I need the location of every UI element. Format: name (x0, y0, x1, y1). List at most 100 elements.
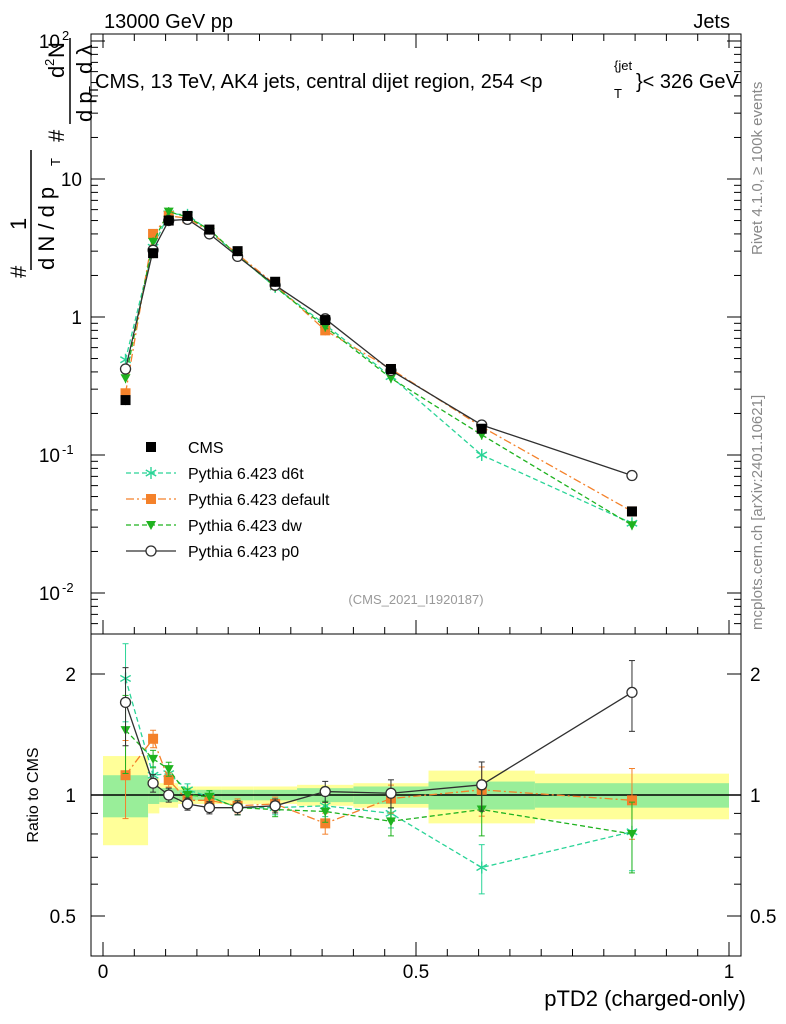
legend-marker (146, 442, 156, 452)
ratio-line (124, 678, 633, 869)
ratio-point (182, 791, 193, 800)
legend-label: CMS (188, 440, 224, 457)
y-axis-label-main: # 1 d N / d p T # d 2 N d p T d λ (6, 38, 101, 278)
ratio-point (626, 795, 637, 806)
x-axis-label: pTD2 (charged-only) (544, 986, 746, 1011)
plot-title-sub: T (614, 86, 622, 101)
ratio-point (120, 770, 131, 781)
y-tick-label-ratio-right: 2 (750, 665, 761, 686)
y-tick-label-main: 1 (71, 308, 82, 329)
process-label: Jets (693, 11, 730, 33)
y-axis-label-ratio: Ratio to CMS (25, 747, 42, 842)
y-label-den: d N / d p (34, 187, 59, 270)
y-label-one: 1 (6, 218, 31, 230)
ratio-point (385, 787, 397, 799)
data-point (476, 423, 487, 434)
y-label2-den1: d p (72, 91, 97, 122)
legend-item: Pythia 6.423 p0 (126, 544, 299, 561)
legend-marker (146, 521, 156, 530)
ratio-point (163, 765, 174, 775)
x-tick-label: 0.5 (403, 962, 429, 983)
ratio-point (181, 798, 194, 810)
data-point (120, 395, 131, 406)
plot-title: CMS, 13 TeV, AK4 jets, central dijet reg… (95, 58, 740, 101)
y-tick-label-ratio-right: 1 (750, 786, 761, 807)
ratio-series (119, 643, 638, 895)
y-tick-label-ratio: 1 (65, 786, 76, 807)
y-label-den-sub: T (48, 158, 63, 166)
legend-item: Pythia 6.423 d6t (126, 466, 304, 483)
energy-label: 13000 GeV pp (104, 11, 233, 33)
y-tick-label-exp: -1 (62, 442, 74, 457)
data-point (120, 374, 131, 384)
ratio-point (148, 733, 159, 744)
series-line (124, 218, 633, 477)
y-label2-den1-sub: T (86, 86, 101, 94)
y-label2-hash: # (44, 129, 69, 142)
data-point (320, 315, 331, 326)
ratio-point (203, 802, 216, 814)
ratio-point (119, 696, 132, 709)
ratio-line (125, 729, 633, 835)
ratio-point (320, 818, 331, 829)
data-point (476, 449, 488, 461)
legend-item: CMS (146, 440, 224, 457)
y-tick-label-exp: -2 (62, 580, 74, 595)
ratio-point (147, 777, 159, 789)
y-tick-label-main: 10 (61, 170, 82, 191)
ratio-pythia-6-423-dw (120, 694, 637, 874)
rivet-version-label: Rivet 4.1.0, ≥ 100k events (749, 82, 766, 255)
legend-label: Pythia 6.423 default (188, 492, 330, 509)
data-point (120, 388, 131, 399)
legend-label: Pythia 6.423 p0 (188, 544, 299, 561)
x-tick-label: 0 (98, 962, 109, 983)
ratio-point (319, 785, 331, 798)
ratio-point (626, 829, 637, 839)
data-point (270, 276, 281, 287)
legend-marker (146, 494, 156, 504)
y-tick-label-exp: 2 (62, 28, 69, 43)
analysis-id: (CMS_2021_I1920187) (348, 592, 483, 607)
plot-title-end: }< 326 GeV (636, 71, 740, 93)
ratio-point (269, 800, 281, 812)
mcplots-label: mcplots.cern.ch [arXiv:2401.10621] (749, 395, 766, 630)
ratio-point (148, 754, 159, 764)
ratio-point (320, 807, 331, 817)
x-tick-label: 1 (724, 962, 735, 983)
y-tick-label-ratio: 0.5 (50, 907, 76, 928)
legend: CMS Pythia 6.423 d6t Pythia 6.423 default P… (126, 440, 330, 561)
y-label2-sup: 2 (42, 59, 57, 66)
data-point (182, 210, 193, 221)
legend-item: Pythia 6.423 dw (126, 518, 302, 535)
legend-marker (145, 467, 157, 479)
data-point (385, 363, 396, 374)
data-point (626, 469, 638, 482)
data-point (626, 506, 637, 517)
legend-label: Pythia 6.423 d6t (188, 466, 304, 483)
ratio-point (163, 774, 174, 785)
ratio-point (626, 686, 638, 699)
ratio-point (476, 779, 488, 791)
data-point (148, 228, 159, 239)
main-series (119, 207, 638, 531)
legend-label: Pythia 6.423 dw (188, 518, 302, 535)
y-label2-den2: d λ (72, 45, 97, 74)
ratio-pythia-6-423-d6t (119, 643, 638, 895)
data-point (148, 248, 159, 259)
data-point (119, 363, 132, 375)
ratio-point (476, 861, 488, 874)
y-label2-N: N (44, 42, 69, 58)
legend-marker (145, 545, 157, 557)
y-tick-label-main: 10 (39, 32, 60, 53)
ratio-point (163, 789, 175, 801)
y-tick-label-main: 10 (39, 584, 60, 605)
data-point (204, 224, 215, 235)
y-tick-label-main: 10 (39, 446, 60, 467)
ratio-point (231, 802, 244, 814)
data-point (232, 246, 243, 257)
plot-title-sup: {jet (614, 58, 632, 73)
y-label-hash: # (6, 265, 31, 278)
ratio-pythia-6-423-p0 (119, 660, 638, 816)
